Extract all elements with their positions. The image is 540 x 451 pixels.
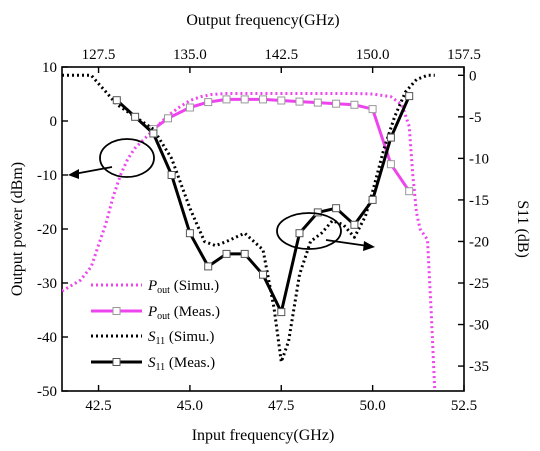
x2-tick-label: 135.0 <box>173 47 207 63</box>
legend-label-main: S <box>148 329 156 345</box>
series-layer <box>62 73 437 391</box>
series-1-marker <box>386 160 395 169</box>
series-3-marker <box>350 220 359 229</box>
legend-label-main: P <box>147 278 157 294</box>
legend-entry-s11-meas: S11 (Meas.) <box>91 355 215 373</box>
legend-label-sub: out <box>157 311 170 322</box>
y2-tick-label: -25 <box>469 276 489 292</box>
legend-label-main: P <box>147 304 157 320</box>
x2-tick-label: 142.5 <box>264 47 298 63</box>
legend-label-sub: 11 <box>156 336 166 347</box>
y-tick-label: -30 <box>37 276 57 292</box>
series-1-marker <box>368 105 377 114</box>
x-axis-title: Input frequency(GHz) <box>192 427 335 444</box>
series-3-marker <box>131 112 140 121</box>
series-3-marker <box>332 204 341 213</box>
y-tick-label: -20 <box>37 222 57 238</box>
x-tick-label: 50.0 <box>360 398 386 414</box>
legend-entry-pout-meas: Pout (Meas.) <box>91 304 220 322</box>
series-line-3 <box>115 95 411 314</box>
legend-label-rest: (Simu.) <box>170 278 219 294</box>
left-axis-callout <box>68 138 155 179</box>
series-3-marker <box>167 171 176 179</box>
x2-tick-label: 150.0 <box>356 47 390 63</box>
y-tick-label: 10 <box>42 60 57 76</box>
legend-label-rest: (Simu.) <box>165 329 214 345</box>
y2-tick-label: -10 <box>469 151 489 167</box>
series-1-marker <box>332 99 341 108</box>
series-1-marker <box>313 98 322 107</box>
series-3-marker <box>204 262 213 271</box>
y2-axis-title: S11 (dB) <box>514 200 531 258</box>
y-tick-label: -50 <box>37 384 57 400</box>
y2-tick-label: -35 <box>469 359 489 375</box>
series-3-marker <box>405 92 414 101</box>
y2-tick-label: 0 <box>469 68 477 84</box>
legend: Pout (Simu.) Pout (Meas.) S11 (Simu.) S1… <box>91 278 220 373</box>
series-1-marker <box>204 98 213 107</box>
y-tick-label: -10 <box>37 168 57 184</box>
y2-tick-label: -15 <box>469 193 489 209</box>
series-1-marker <box>240 95 249 104</box>
series-1-marker <box>185 103 194 112</box>
right-axis-callout <box>276 212 375 251</box>
axes-layer: 42.5 45.0 47.5 50.0 52.5 127.5 135.0 142.5 150.0… <box>37 47 489 414</box>
y-axis-title: Output power (dBm) <box>9 162 26 296</box>
svg-text:S11 (Simu.): S11 (Simu.) <box>148 329 214 347</box>
x-tick-label: 45.0 <box>177 398 203 414</box>
legend-entry-s11-simu: S11 (Simu.) <box>91 329 214 347</box>
svg-text:S11 (Meas.): S11 (Meas.) <box>148 355 215 373</box>
svg-text:Pout (Simu.): Pout (Simu.) <box>147 278 219 296</box>
y2-tick-label: -30 <box>469 318 489 334</box>
x-tick-label: 42.5 <box>85 398 111 414</box>
legend-label-rest: (Meas.) <box>170 304 220 320</box>
series-3-marker <box>240 249 249 258</box>
y2-tick-label: -20 <box>469 234 489 250</box>
plot-frame <box>61 66 465 392</box>
legend-label-sub: 11 <box>156 362 166 373</box>
series-line-0 <box>62 92 437 391</box>
x-tick-label: 52.5 <box>451 398 477 414</box>
y2-tick-label: -5 <box>469 110 482 126</box>
series-3-marker <box>112 96 121 105</box>
series-1-marker <box>277 96 286 105</box>
series-line-1 <box>152 97 411 193</box>
x2-tick-label: 127.5 <box>82 47 116 63</box>
series-1-marker <box>164 114 172 123</box>
y-tick-label: 0 <box>50 114 58 130</box>
y-tick-label: -40 <box>37 330 57 346</box>
series-3-marker <box>259 270 267 279</box>
series-3-marker <box>295 229 304 238</box>
legend-entry-pout-simu: Pout (Simu.) <box>91 278 219 296</box>
x2-axis-title: Output frequency(GHz) <box>186 12 339 29</box>
x-tick-label: 47.5 <box>268 398 294 414</box>
series-1-marker <box>405 187 414 196</box>
x2-tick-label: 157.5 <box>447 47 481 63</box>
series-line-2 <box>62 73 435 364</box>
svg-text:Pout (Meas.): Pout (Meas.) <box>147 304 220 322</box>
series-3-marker <box>185 229 194 238</box>
legend-label-rest: (Meas.) <box>165 355 215 371</box>
series-3-marker <box>277 308 286 317</box>
series-3-marker <box>386 133 395 142</box>
legend-label-main: S <box>148 355 156 371</box>
series-1-marker <box>295 97 304 106</box>
series-1-marker <box>222 95 231 104</box>
series-3-marker <box>222 249 231 258</box>
series-1-marker <box>259 95 267 104</box>
series-3-marker <box>149 129 158 138</box>
series-1-marker <box>350 100 359 109</box>
legend-label-sub: out <box>157 285 170 296</box>
series-3-marker <box>368 195 377 204</box>
